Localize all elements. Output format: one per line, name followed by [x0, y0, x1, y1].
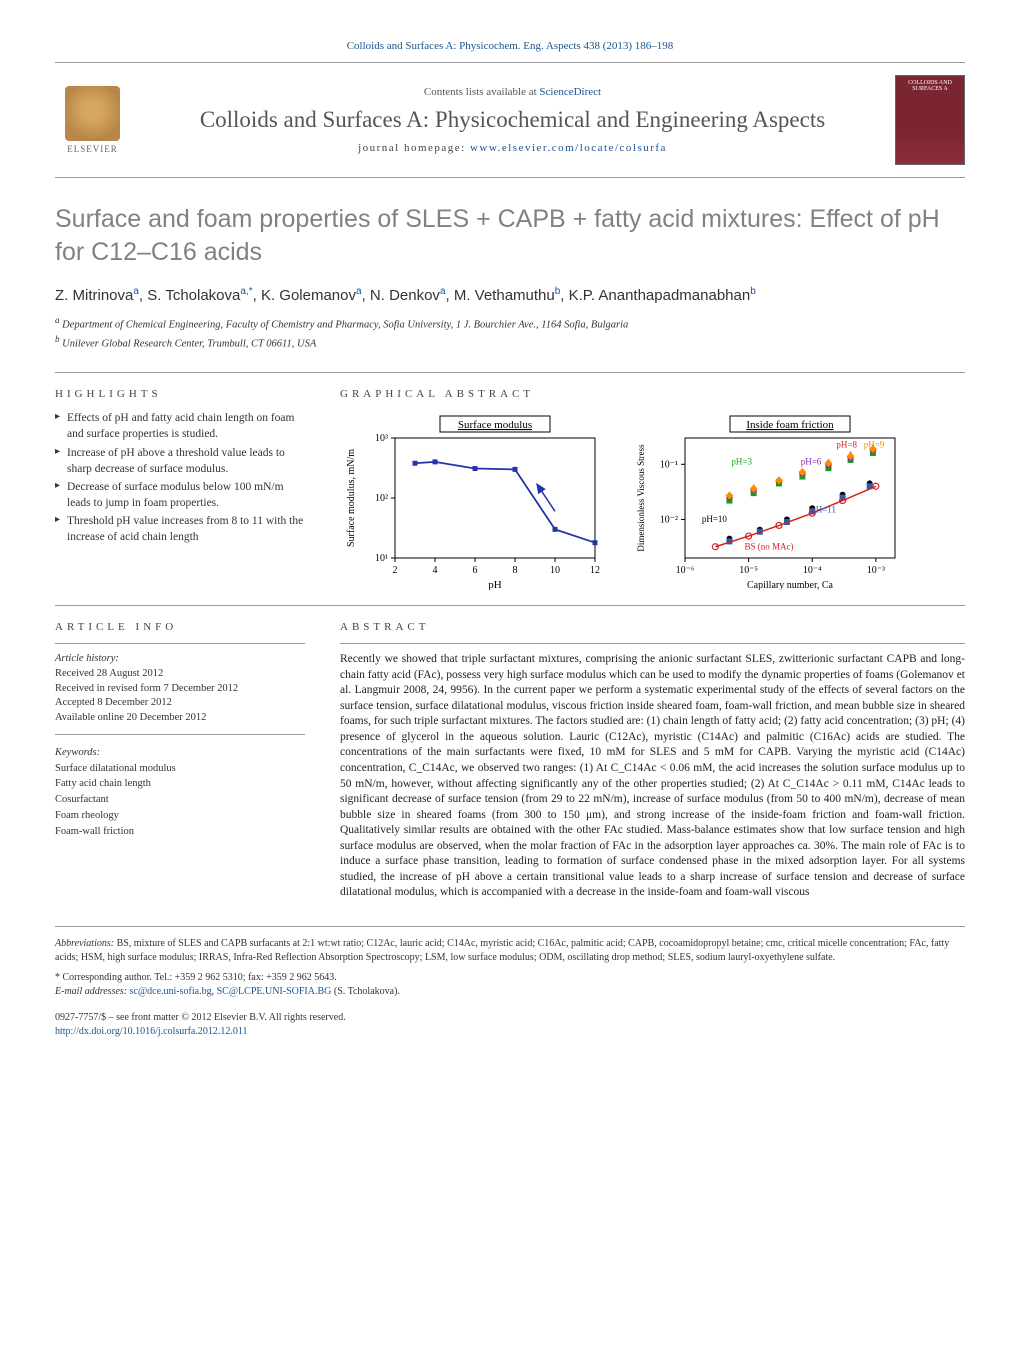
email-link[interactable]: sc@dce.uni-sofia.bg: [130, 986, 212, 997]
svg-text:10⁻¹: 10⁻¹: [660, 460, 678, 471]
svg-text:Capillary number, Ca: Capillary number, Ca: [747, 580, 834, 590]
history-label: Article history:: [55, 652, 305, 667]
affiliation-line: b Unilever Global Research Center, Trumb…: [55, 333, 965, 352]
contents-line: Contents lists available at ScienceDirec…: [145, 86, 880, 98]
abstract-column: ABSTRACT Recently we showed that triple …: [340, 621, 965, 900]
corresponding-author: * Corresponding author. Tel.: +359 2 962…: [55, 971, 965, 985]
keyword-line: Surface dilatational modulus: [55, 761, 305, 777]
keyword-line: Foam rheology: [55, 808, 305, 824]
journal-header: ELSEVIER Contents lists available at Sci…: [55, 62, 965, 178]
svg-text:8: 8: [513, 565, 518, 576]
svg-text:pH=3: pH=3: [731, 457, 752, 467]
svg-text:Surface modulus, mN/m: Surface modulus, mN/m: [346, 449, 357, 547]
graphical-abstract-heading: GRAPHICAL ABSTRACT: [340, 388, 965, 400]
article-info-column: ARTICLE INFO Article history: Received 2…: [55, 621, 305, 900]
svg-text:Inside foam friction: Inside foam friction: [746, 419, 834, 431]
keywords-lines: Surface dilatational modulusFatty acid c…: [55, 761, 305, 840]
elsevier-tree-icon: [65, 86, 120, 141]
svg-text:Dimensionless Viscous Stress: Dimensionless Viscous Stress: [636, 444, 646, 552]
footer: Abbreviations: BS, mixture of SLES and C…: [55, 926, 965, 1039]
highlights-graphical-row: HIGHLIGHTS Effects of pH and fatty acid …: [55, 388, 965, 590]
affiliation-line: a Department of Chemical Engineering, Fa…: [55, 314, 965, 333]
svg-text:10¹: 10¹: [375, 553, 388, 564]
email-suffix: (S. Tcholakova).: [331, 986, 400, 997]
svg-text:pH=6: pH=6: [801, 457, 822, 467]
history-line: Received 28 August 2012: [55, 667, 305, 682]
svg-text:pH=9: pH=9: [864, 440, 885, 450]
svg-text:4: 4: [433, 565, 438, 576]
history-lines: Received 28 August 2012Received in revis…: [55, 667, 305, 726]
homepage-line: journal homepage: www.elsevier.com/locat…: [145, 142, 880, 154]
doi-link[interactable]: http://dx.doi.org/10.1016/j.colsurfa.201…: [55, 1026, 248, 1037]
abbreviations-label: Abbreviations:: [55, 938, 114, 949]
divider: [55, 643, 305, 644]
svg-text:pH: pH: [488, 579, 502, 590]
divider: [55, 605, 965, 606]
email-line: E-mail addresses: sc@dce.uni-sofia.bg, S…: [55, 985, 965, 999]
homepage-link[interactable]: www.elsevier.com/locate/colsurfa: [470, 142, 667, 154]
abbreviations-text: BS, mixture of SLES and CAPB surfacants …: [55, 938, 949, 963]
svg-text:pH=8: pH=8: [836, 440, 857, 450]
highlights-list: Effects of pH and fatty acid chain lengt…: [55, 410, 305, 545]
svg-text:10²: 10²: [375, 493, 388, 504]
highlights-heading: HIGHLIGHTS: [55, 388, 305, 400]
keyword-line: Foam-wall friction: [55, 824, 305, 840]
svg-text:10⁻³: 10⁻³: [867, 565, 885, 576]
history-line: Accepted 8 December 2012: [55, 696, 305, 711]
email-label: E-mail addresses:: [55, 986, 130, 997]
elsevier-logo: ELSEVIER: [55, 78, 130, 163]
keywords-label: Keywords:: [55, 745, 305, 761]
graphical-abstract-column: GRAPHICAL ABSTRACT 2 4 6 8 10 12 10¹ 10² 10³ Surf…: [340, 388, 965, 590]
email-link[interactable]: SC@LCPE.UNI-SOFIA.BG: [217, 986, 332, 997]
doi-block: 0927-7757/$ – see front matter © 2012 El…: [55, 1011, 965, 1039]
affiliations: a Department of Chemical Engineering, Fa…: [55, 314, 965, 352]
svg-text:BS (no MAc): BS (no MAc): [745, 542, 794, 552]
svg-text:10⁻⁴: 10⁻⁴: [803, 565, 822, 576]
highlight-item: Increase of pH above a threshold value l…: [55, 445, 305, 477]
sciencedirect-link[interactable]: ScienceDirect: [539, 86, 601, 98]
abbreviations: Abbreviations: BS, mixture of SLES and C…: [55, 937, 965, 965]
svg-text:Surface modulus: Surface modulus: [458, 419, 532, 431]
svg-text:6: 6: [473, 565, 478, 576]
journal-cover-thumbnail: COLLOIDS AND SURFACES A: [895, 75, 965, 165]
svg-text:pH=11: pH=11: [811, 505, 836, 515]
contents-text: Contents lists available at: [424, 86, 539, 98]
article-history: Article history: Received 28 August 2012…: [55, 652, 305, 725]
highlight-item: Effects of pH and fatty acid chain lengt…: [55, 410, 305, 442]
journal-info: Contents lists available at ScienceDirec…: [130, 86, 895, 154]
svg-text:10³: 10³: [375, 433, 388, 444]
divider: [55, 372, 965, 373]
journal-title: Colloids and Surfaces A: Physicochemical…: [145, 106, 880, 134]
svg-text:10: 10: [550, 565, 560, 576]
svg-text:10⁻⁵: 10⁻⁵: [739, 565, 758, 576]
homepage-prefix: journal homepage:: [358, 142, 470, 154]
running-header: Colloids and Surfaces A: Physicochem. En…: [55, 40, 965, 52]
svg-text:pH=10: pH=10: [702, 514, 728, 524]
highlight-item: Threshold pH value increases from 8 to 1…: [55, 513, 305, 545]
info-abstract-row: ARTICLE INFO Article history: Received 2…: [55, 621, 965, 900]
elsevier-label: ELSEVIER: [67, 144, 118, 154]
copyright-line: 0927-7757/$ – see front matter © 2012 El…: [55, 1011, 965, 1025]
article-info-heading: ARTICLE INFO: [55, 621, 305, 633]
svg-text:2: 2: [393, 565, 398, 576]
history-line: Available online 20 December 2012: [55, 711, 305, 726]
authors-list: Z. Mitrinovaa, S. Tcholakovaa,*, K. Gole…: [55, 286, 965, 304]
graphical-abstract: 2 4 6 8 10 12 10¹ 10² 10³ Surface modulus pH Surfac…: [340, 410, 965, 590]
history-line: Received in revised form 7 December 2012: [55, 682, 305, 697]
chart-foam-friction: 10⁻⁶ 10⁻⁵ 10⁻⁴ 10⁻³ 10⁻² 10⁻¹ Inside foam fric…: [630, 410, 910, 590]
abstract-heading: ABSTRACT: [340, 621, 965, 633]
article-title: Surface and foam properties of SLES + CA…: [55, 203, 965, 268]
chart-surface-modulus: 2 4 6 8 10 12 10¹ 10² 10³ Surface modulus pH Surfac…: [340, 410, 610, 590]
divider: [340, 643, 965, 644]
svg-text:10⁻²: 10⁻²: [660, 515, 678, 526]
divider: [55, 734, 305, 735]
keywords-block: Keywords: Surface dilatational modulusFa…: [55, 745, 305, 840]
svg-text:12: 12: [590, 565, 600, 576]
abstract-body: Recently we showed that triple surfactan…: [340, 652, 965, 900]
keyword-line: Cosurfactant: [55, 792, 305, 808]
highlights-column: HIGHLIGHTS Effects of pH and fatty acid …: [55, 388, 305, 590]
highlight-item: Decrease of surface modulus below 100 mN…: [55, 479, 305, 511]
keyword-line: Fatty acid chain length: [55, 776, 305, 792]
svg-text:10⁻⁶: 10⁻⁶: [676, 565, 695, 576]
